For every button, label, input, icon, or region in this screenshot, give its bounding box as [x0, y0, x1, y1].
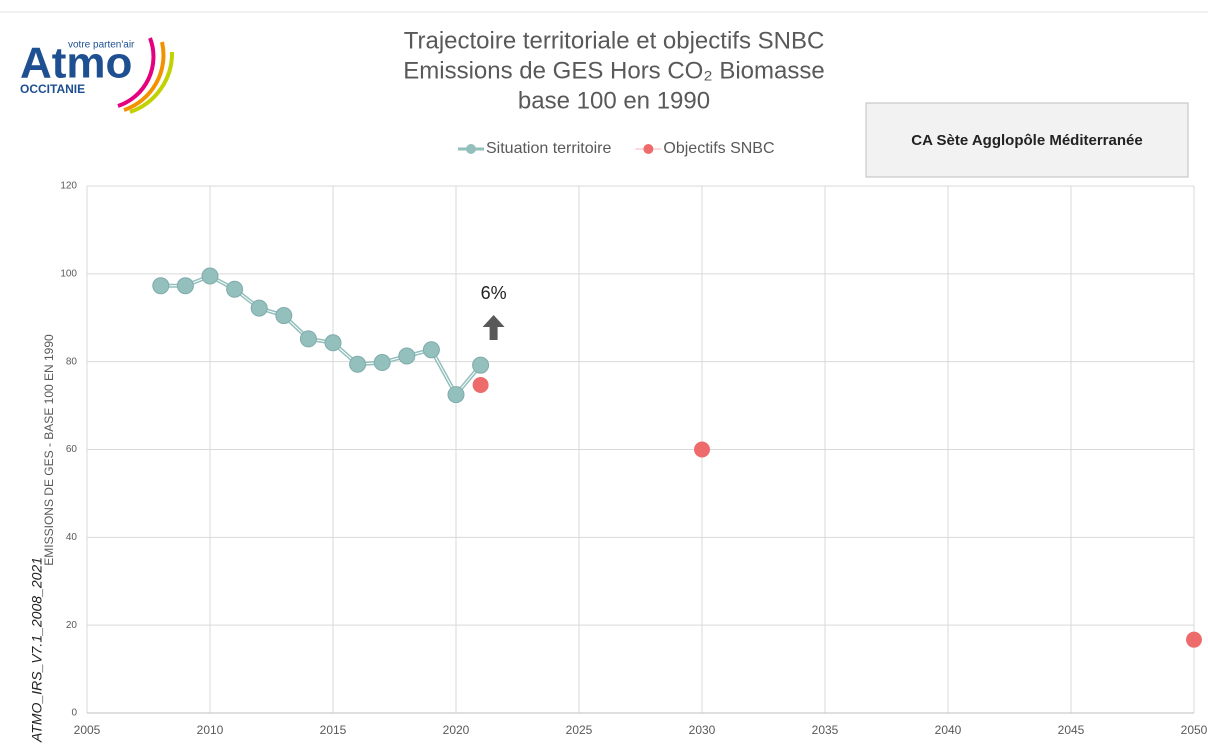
x-tick-label: 2025 — [566, 723, 593, 737]
logo-arc — [117, 37, 156, 108]
logo-name: Atmo — [20, 39, 132, 88]
x-tick-label: 2045 — [1058, 723, 1085, 737]
point — [373, 354, 391, 372]
y-tick-label: 0 — [71, 708, 77, 719]
point — [324, 334, 342, 352]
point — [1186, 631, 1202, 648]
logo: Atmo votre parten'air OCCITANIE — [20, 37, 175, 114]
legend-label: Objectifs SNBC — [663, 140, 774, 157]
point — [176, 277, 194, 295]
legend-marker — [643, 144, 654, 154]
series-line-inner — [160, 275, 481, 396]
x-tick-label: 2040 — [935, 723, 962, 737]
y-tick-label: 100 — [60, 268, 77, 279]
y-tick-label: 80 — [66, 356, 78, 367]
point — [694, 441, 710, 458]
series-line — [160, 273, 483, 399]
point — [201, 267, 219, 285]
chart-title: Trajectoire territoriale et objectifs SN… — [404, 27, 825, 54]
y-tick-label: 40 — [66, 532, 78, 543]
point — [398, 347, 416, 365]
point — [152, 277, 170, 295]
point — [250, 299, 268, 317]
y-tick-label: 60 — [66, 444, 78, 455]
x-tick-label: 2035 — [812, 723, 839, 737]
annotation-label: 6% — [481, 283, 507, 303]
point — [299, 330, 317, 348]
x-tick-label: 2010 — [197, 723, 224, 737]
y-tick-label: 20 — [66, 620, 78, 631]
x-tick-label: 2005 — [74, 723, 101, 737]
point — [447, 386, 465, 404]
point — [226, 280, 244, 298]
territory-box — [865, 102, 1189, 178]
logo-arc — [123, 41, 166, 112]
x-tick-label: 2020 — [443, 723, 470, 737]
logo-region: OCCITANIE — [20, 82, 85, 96]
annotation-arrow — [482, 315, 505, 340]
y-tick-label: 120 — [60, 181, 77, 192]
point — [472, 376, 489, 393]
x-tick-label: 2050 — [1181, 723, 1208, 737]
chart-title: Emissions de GES Hors CO₂ Biomasse — [403, 57, 824, 84]
x-tick-label: 2030 — [689, 723, 716, 737]
legend-marker — [466, 144, 476, 154]
territory-label: CA Sète Agglopôle Méditerranée — [911, 132, 1142, 149]
point — [422, 341, 440, 359]
y-axis-label: EMISSIONS DE GES - BASE 100 EN 1990 — [42, 334, 56, 566]
chart-title: base 100 en 1990 — [518, 87, 710, 114]
logo-arc — [129, 51, 175, 114]
legend-label: Situation territoire — [486, 140, 611, 157]
side-label: ATMO_IRS_V7.1_2008_2021 — [29, 557, 45, 743]
point — [349, 355, 367, 373]
point — [275, 307, 293, 325]
point — [472, 356, 490, 374]
x-tick-label: 2015 — [320, 723, 347, 737]
logo-tagline: votre parten'air — [68, 40, 135, 51]
